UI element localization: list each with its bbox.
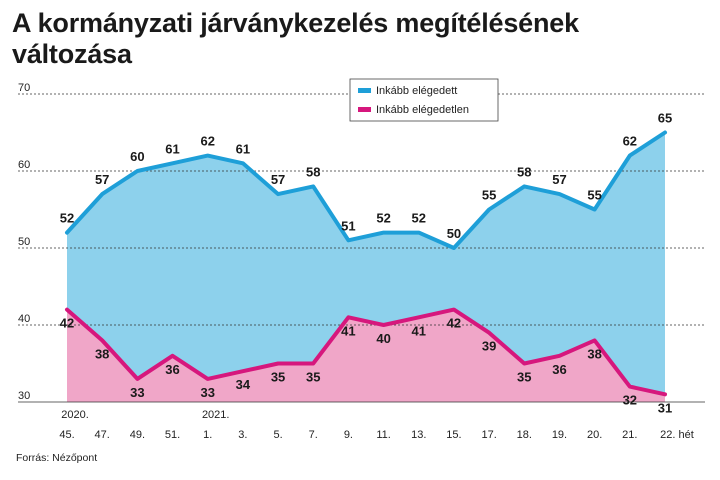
chart-title: A kormányzati járványkezelés megítélésén… (12, 8, 579, 69)
x-tick-label: 21. (622, 429, 637, 441)
data-label-satisfied: 61 (165, 141, 179, 156)
data-label-dissatisfied: 31 (658, 400, 672, 415)
data-label-dissatisfied: 39 (482, 339, 496, 354)
data-label-satisfied: 57 (95, 172, 109, 187)
data-label-dissatisfied: 33 (130, 385, 144, 400)
legend-label-satisfied: Inkább elégedett (376, 85, 457, 97)
x-tick-label: 19. (552, 429, 567, 441)
data-label-dissatisfied: 41 (341, 323, 355, 338)
data-label-dissatisfied: 35 (306, 370, 320, 385)
data-label-satisfied: 52 (412, 211, 426, 226)
data-label-satisfied: 62 (623, 134, 637, 149)
x-tick-label: 22. hét (660, 429, 694, 441)
y-tick-label: 70 (18, 82, 30, 94)
data-label-dissatisfied: 40 (376, 331, 390, 346)
data-label-satisfied: 55 (482, 188, 496, 203)
data-label-satisfied: 60 (130, 149, 144, 164)
area-fill-satisfied (67, 132, 665, 402)
data-label-dissatisfied: 42 (60, 316, 74, 331)
y-tick-label: 60 (18, 159, 30, 171)
data-label-satisfied: 52 (376, 211, 390, 226)
series-line-dissatisfied (65, 307, 667, 397)
data-label-satisfied: 62 (200, 134, 214, 149)
x-tick-label: 13. (411, 429, 426, 441)
data-label-dissatisfied: 38 (95, 346, 109, 361)
x-tick-label: 15. (446, 429, 461, 441)
data-label-satisfied: 52 (60, 211, 74, 226)
data-label-satisfied: 65 (658, 111, 672, 126)
x-tick-label: 20. (587, 429, 602, 441)
legend-label-dissatisfied: Inkább elégedetlen (376, 104, 469, 116)
data-label-dissatisfied: 36 (552, 362, 566, 377)
x-tick-label: 5. (273, 429, 282, 441)
data-label-dissatisfied: 38 (587, 346, 601, 361)
data-label-dissatisfied: 41 (412, 323, 426, 338)
legend-box (349, 78, 499, 122)
source-note: Forrás: Nézőpont (16, 452, 98, 464)
x-tick-label: 47. (95, 429, 110, 441)
data-label-satisfied: 55 (587, 188, 601, 203)
x-tick-label: 51. (165, 429, 180, 441)
x-tick-label: 11. (376, 429, 390, 441)
data-label-dissatisfied: 34 (236, 377, 251, 392)
data-label-satisfied: 57 (271, 172, 285, 187)
data-label-dissatisfied: 35 (517, 370, 531, 385)
x-tick-label: 45. (59, 429, 74, 441)
data-label-dissatisfied: 33 (200, 385, 214, 400)
series-line-satisfied (65, 130, 667, 250)
data-label-dissatisfied: 35 (271, 370, 285, 385)
data-label-satisfied: 50 (447, 226, 461, 241)
data-label-satisfied: 58 (306, 164, 320, 179)
y-tick-label: 50 (18, 236, 30, 248)
x-tick-year-label: 2020. (61, 409, 89, 421)
legend-swatch-satisfied (358, 88, 371, 93)
x-tick-label: 9. (344, 429, 353, 441)
data-label-satisfied: 58 (517, 164, 531, 179)
x-tick-label: 3. (238, 429, 247, 441)
y-tick-label: 40 (18, 313, 30, 325)
x-tick-label: 49. (130, 429, 145, 441)
data-label-dissatisfied: 36 (165, 362, 179, 377)
x-tick-label: 7. (309, 429, 318, 441)
x-tick-label: 17. (481, 429, 496, 441)
x-tick-label: 18. (517, 429, 532, 441)
x-tick-label: 1. (203, 429, 212, 441)
x-tick-year-label: 2021. (202, 409, 230, 421)
data-label-dissatisfied: 42 (447, 316, 461, 331)
data-label-satisfied: 61 (236, 141, 250, 156)
data-label-dissatisfied: 32 (623, 393, 637, 408)
data-label-satisfied: 51 (341, 218, 355, 233)
data-label-satisfied: 57 (552, 172, 566, 187)
legend-swatch-dissatisfied (358, 107, 371, 112)
y-tick-label: 30 (18, 390, 30, 402)
